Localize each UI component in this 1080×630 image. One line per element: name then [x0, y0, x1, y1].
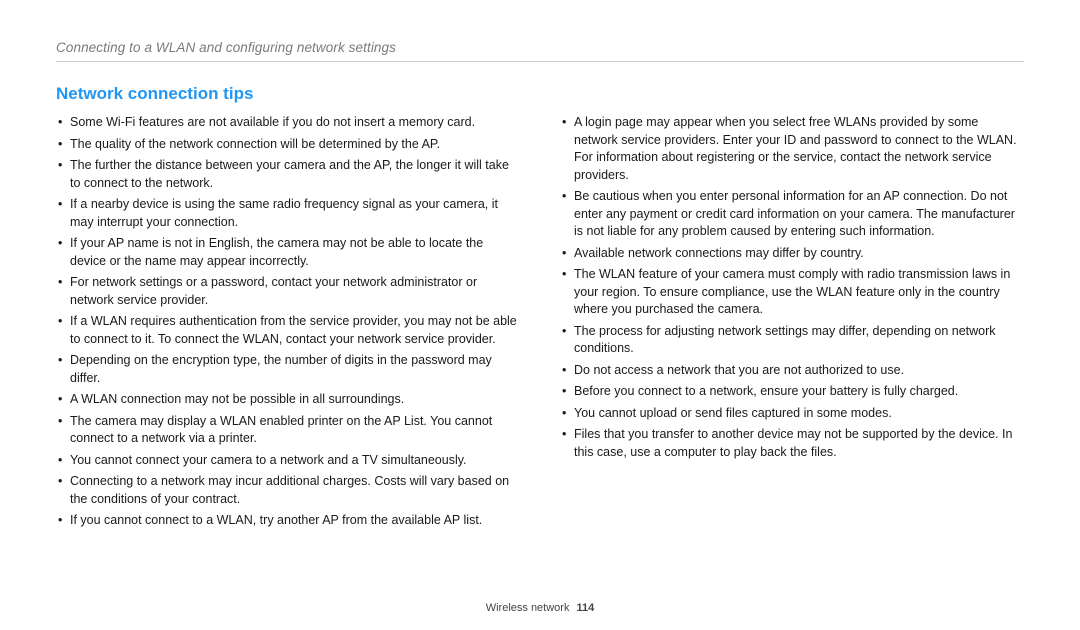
tips-list-left: Some Wi-Fi features are not available if… — [56, 114, 520, 530]
tips-list-right: A login page may appear when you select … — [560, 114, 1024, 461]
tip-item: The camera may display a WLAN enabled pr… — [56, 413, 520, 448]
tip-item: Available network connections may differ… — [560, 245, 1024, 263]
tip-item: The further the distance between your ca… — [56, 157, 520, 192]
tip-item: If a WLAN requires authentication from t… — [56, 313, 520, 348]
tip-item: If your AP name is not in English, the c… — [56, 235, 520, 270]
tip-item: Files that you transfer to another devic… — [560, 426, 1024, 461]
footer-page-number: 114 — [577, 602, 595, 614]
section-title: Network connection tips — [56, 84, 1024, 104]
tip-item: The WLAN feature of your camera must com… — [560, 266, 1024, 319]
left-column: Some Wi-Fi features are not available if… — [56, 114, 520, 534]
divider — [56, 61, 1024, 62]
tip-item: Some Wi-Fi features are not available if… — [56, 114, 520, 132]
breadcrumb: Connecting to a WLAN and configuring net… — [56, 40, 1024, 55]
tip-item: You cannot connect your camera to a netw… — [56, 452, 520, 470]
page-footer: Wireless network 114 — [0, 602, 1080, 614]
tip-item: The quality of the network connection wi… — [56, 136, 520, 154]
tip-item: Before you connect to a network, ensure … — [560, 383, 1024, 401]
tip-item: Be cautious when you enter personal info… — [560, 188, 1024, 241]
tip-item: For network settings or a password, cont… — [56, 274, 520, 309]
tip-item: The process for adjusting network settin… — [560, 323, 1024, 358]
tip-item: If a nearby device is using the same rad… — [56, 196, 520, 231]
columns: Some Wi-Fi features are not available if… — [56, 114, 1024, 534]
tip-item: Do not access a network that you are not… — [560, 362, 1024, 380]
tip-item: A login page may appear when you select … — [560, 114, 1024, 184]
tip-item: A WLAN connection may not be possible in… — [56, 391, 520, 409]
tip-item: Connecting to a network may incur additi… — [56, 473, 520, 508]
footer-section-label: Wireless network — [486, 602, 570, 614]
tip-item: Depending on the encryption type, the nu… — [56, 352, 520, 387]
tip-item: If you cannot connect to a WLAN, try ano… — [56, 512, 520, 530]
tip-item: You cannot upload or send files captured… — [560, 405, 1024, 423]
manual-page: Connecting to a WLAN and configuring net… — [0, 0, 1080, 630]
right-column: A login page may appear when you select … — [560, 114, 1024, 534]
